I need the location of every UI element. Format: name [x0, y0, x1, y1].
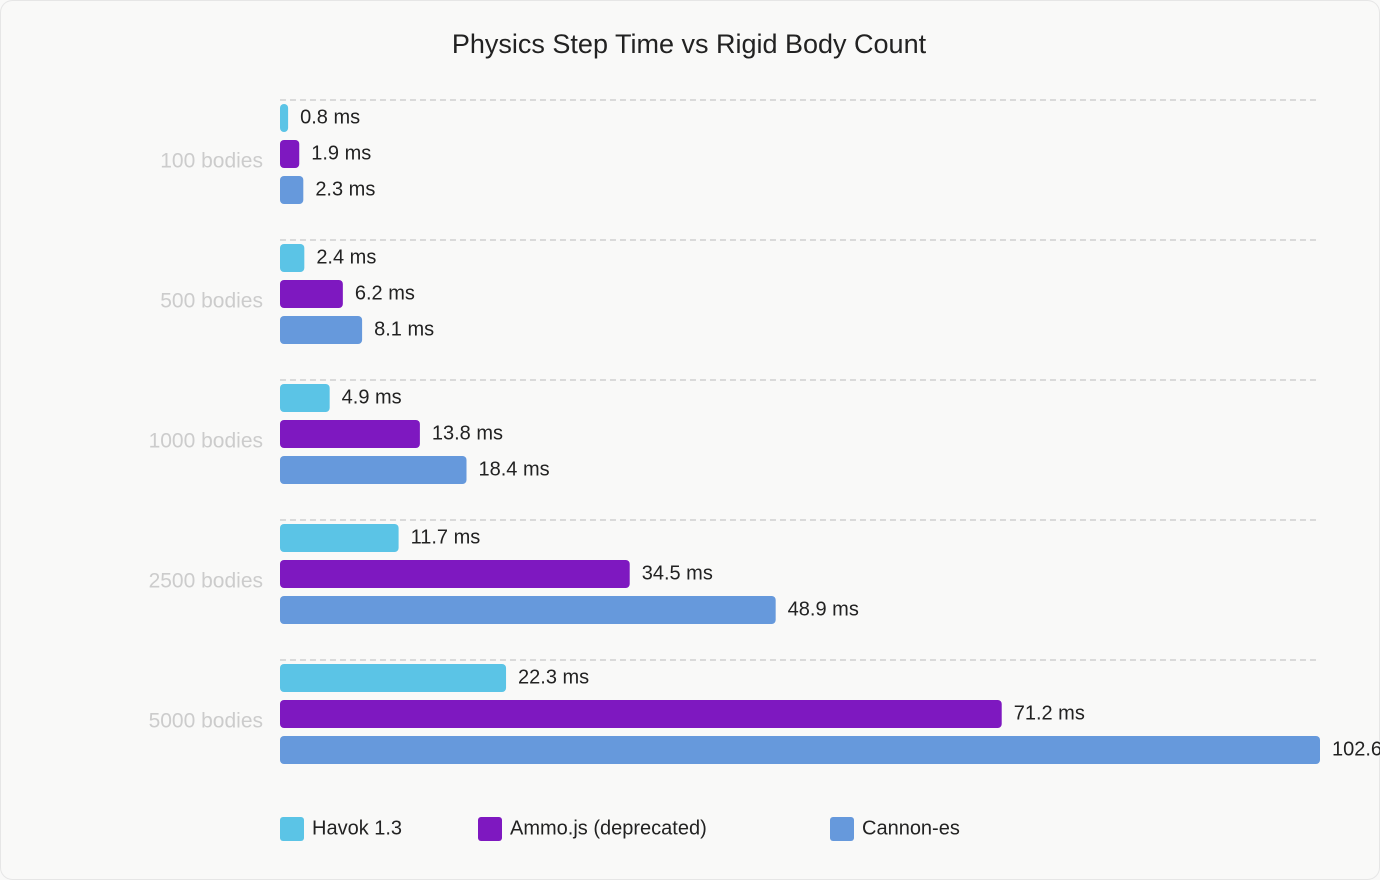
value-label: 18.4 ms — [479, 458, 550, 480]
value-label: 2.3 ms — [315, 178, 375, 200]
value-label: 4.9 ms — [342, 386, 402, 408]
legend-label: Havok 1.3 — [312, 817, 402, 839]
value-label: 8.1 ms — [374, 318, 434, 340]
value-label: 34.5 ms — [642, 562, 713, 584]
legend-label: Cannon-es — [862, 817, 960, 839]
value-label: 48.9 ms — [788, 598, 859, 620]
bar — [280, 524, 399, 552]
bar — [280, 104, 289, 132]
value-label: 0.8 ms — [300, 106, 360, 128]
category-label: 2500 bodies — [149, 570, 263, 593]
legend-swatch — [280, 817, 304, 841]
category-label: 5000 bodies — [149, 710, 263, 733]
value-label: 6.2 ms — [355, 282, 415, 304]
value-label: 22.3 ms — [518, 666, 589, 688]
value-label: 1.9 ms — [311, 142, 371, 164]
bar — [280, 596, 776, 624]
value-label: 13.8 ms — [432, 422, 503, 444]
bar — [280, 140, 300, 168]
category-label: 1000 bodies — [149, 430, 263, 453]
bar — [280, 316, 363, 344]
bar — [280, 280, 343, 308]
value-label: 71.2 ms — [1014, 702, 1085, 724]
bar — [280, 664, 507, 692]
category-label: 500 bodies — [160, 290, 263, 313]
bar — [280, 560, 630, 588]
value-label: 2.4 ms — [316, 246, 376, 268]
bar — [280, 420, 420, 448]
value-label: 102.6 ms — [1332, 738, 1380, 760]
legend-label: Ammo.js (deprecated) — [510, 817, 707, 839]
category-label: 100 bodies — [160, 150, 263, 173]
bar — [280, 700, 1002, 728]
bar — [280, 736, 1320, 764]
bar — [280, 176, 304, 204]
legend-swatch — [830, 817, 854, 841]
bar — [280, 456, 467, 484]
legend-swatch — [478, 817, 502, 841]
bar — [280, 244, 305, 272]
value-label: 11.7 ms — [411, 526, 481, 548]
bar — [280, 384, 330, 412]
chart-title: Physics Step Time vs Rigid Body Count — [452, 29, 927, 59]
